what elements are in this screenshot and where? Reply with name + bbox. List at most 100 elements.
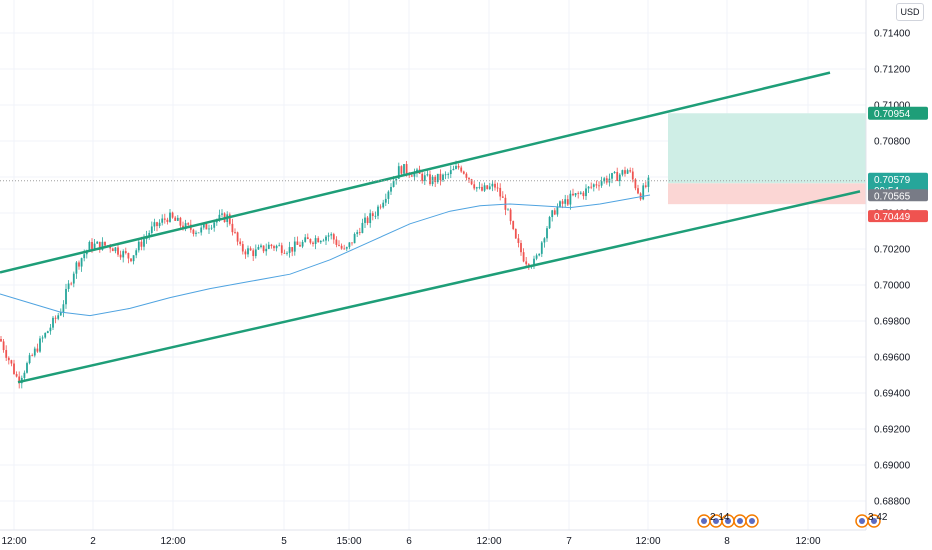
candle-body <box>473 184 476 189</box>
candle-body <box>88 241 91 251</box>
stop-zone[interactable] <box>668 183 866 205</box>
time-tick-label: 6 <box>406 536 412 547</box>
currency-button[interactable]: USD <box>896 3 924 21</box>
candle-body <box>327 235 330 237</box>
candle-body <box>132 255 135 262</box>
candle-body <box>247 248 249 255</box>
candle-body <box>457 165 460 168</box>
candle-body <box>577 193 580 194</box>
candle-body <box>28 355 31 364</box>
candle-body <box>624 170 626 174</box>
candle-body <box>644 185 647 187</box>
candle-body <box>267 244 270 249</box>
candle-body <box>62 304 65 313</box>
candle-body <box>566 199 569 205</box>
candle-body <box>374 215 377 217</box>
candle-body <box>392 180 395 188</box>
time-axis-background[interactable] <box>0 530 932 550</box>
candle-body <box>67 283 70 289</box>
candle-body <box>616 171 619 182</box>
candle-body <box>296 241 299 245</box>
candle-body <box>496 187 499 189</box>
candle-body <box>13 363 15 375</box>
candle-body <box>156 222 158 227</box>
candle-body <box>322 240 325 242</box>
candle-body <box>309 239 312 243</box>
candle-body <box>561 201 564 204</box>
candle-body <box>262 245 265 252</box>
candle-body <box>148 232 151 237</box>
candle-body <box>130 258 132 262</box>
position-zones[interactable] <box>668 113 866 205</box>
candle-body <box>371 213 374 217</box>
candle-body <box>7 357 10 361</box>
price-axis-background[interactable] <box>866 0 932 530</box>
flag-icon <box>737 518 743 524</box>
candle-body <box>33 348 36 356</box>
candle-body <box>137 241 140 251</box>
candle-body <box>80 258 83 267</box>
time-tick-label: 12:00 <box>635 536 660 547</box>
price-tick-label: 0.68800 <box>874 497 911 508</box>
channel-upper-line[interactable] <box>0 71 831 274</box>
candle-body <box>15 374 18 377</box>
candle-body <box>405 164 408 174</box>
candle-body <box>135 250 138 256</box>
candle-body <box>260 245 262 248</box>
candle-body <box>96 241 99 244</box>
candle-body <box>379 206 382 208</box>
candle-body <box>553 210 556 215</box>
candle-body <box>312 242 314 244</box>
candle-body <box>423 175 426 181</box>
candle-body <box>369 213 372 224</box>
candle-body <box>455 165 457 169</box>
event-group-left-label: 2 14 <box>710 512 730 523</box>
candle-body <box>202 223 205 228</box>
candle-body <box>270 244 273 247</box>
candle-body <box>486 185 489 189</box>
flag-icon <box>713 518 719 524</box>
candle-body <box>127 253 130 259</box>
candle-body <box>275 245 278 249</box>
price-tick-label: 0.70000 <box>874 281 911 292</box>
candle-body <box>301 241 304 247</box>
candle-body <box>2 341 5 351</box>
candle-body <box>111 248 114 252</box>
candle-body <box>512 221 515 229</box>
target-zone[interactable] <box>668 113 866 184</box>
candle-body <box>317 238 320 243</box>
candle-body <box>348 242 351 248</box>
candle-body <box>634 179 637 189</box>
candle-body <box>540 242 543 254</box>
price-tick-label: 0.71200 <box>874 65 911 76</box>
candle-body <box>124 251 127 254</box>
candle-body <box>429 174 431 185</box>
candle-body <box>197 232 200 234</box>
candle-body <box>387 191 390 199</box>
candle-body <box>286 252 288 254</box>
candle-body <box>421 173 424 181</box>
candle-body <box>83 254 86 259</box>
candle-body <box>366 217 369 224</box>
candle-body <box>49 327 52 332</box>
economic-events[interactable]: 2 14 3 42 <box>697 512 888 528</box>
channel-lower-line[interactable] <box>17 190 861 384</box>
time-tick-label: 2 <box>90 536 96 547</box>
candle-body <box>117 247 119 255</box>
time-tick-label: 15:00 <box>336 536 361 547</box>
candle-body <box>499 187 502 197</box>
candle-body <box>119 254 122 258</box>
candle-body <box>587 186 590 189</box>
candle-body <box>468 177 470 180</box>
stop-price-tag-bg <box>868 210 928 223</box>
candle-body <box>353 234 356 244</box>
candle-body <box>335 239 338 245</box>
candle-body <box>621 170 624 175</box>
stop-price-tag-text: 0.70449 <box>874 212 911 223</box>
candle-body <box>551 210 554 218</box>
entry-price-tag-text: 0.70565 <box>874 191 911 202</box>
candle-body <box>46 331 49 333</box>
candle-body <box>533 258 535 267</box>
flag-icon <box>725 518 731 524</box>
